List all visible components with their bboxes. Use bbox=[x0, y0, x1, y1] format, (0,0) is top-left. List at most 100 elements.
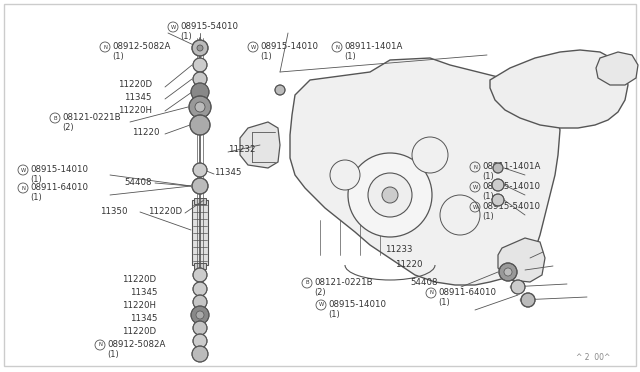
Text: 11220: 11220 bbox=[132, 128, 159, 137]
Circle shape bbox=[521, 293, 535, 307]
Polygon shape bbox=[290, 58, 560, 285]
Text: (1): (1) bbox=[30, 193, 42, 202]
Circle shape bbox=[190, 115, 210, 135]
Text: B: B bbox=[305, 280, 309, 285]
Text: 11345: 11345 bbox=[130, 288, 157, 297]
Text: 08911-1401A: 08911-1401A bbox=[482, 162, 540, 171]
Text: 08912-5082A: 08912-5082A bbox=[112, 42, 170, 51]
Text: (1): (1) bbox=[107, 350, 119, 359]
Text: 11220D: 11220D bbox=[148, 207, 182, 216]
Circle shape bbox=[193, 295, 207, 309]
Circle shape bbox=[348, 153, 432, 237]
Text: 08121-0221B: 08121-0221B bbox=[62, 113, 120, 122]
Polygon shape bbox=[596, 52, 638, 85]
Text: (1): (1) bbox=[438, 298, 450, 307]
Text: (2): (2) bbox=[314, 288, 326, 297]
Text: N: N bbox=[473, 164, 477, 170]
Text: N: N bbox=[429, 291, 433, 295]
Bar bbox=[192, 200, 208, 265]
Circle shape bbox=[492, 194, 504, 206]
Text: W: W bbox=[318, 302, 324, 308]
Circle shape bbox=[275, 85, 285, 95]
Circle shape bbox=[191, 306, 209, 324]
Circle shape bbox=[193, 163, 207, 177]
Polygon shape bbox=[240, 122, 280, 168]
Circle shape bbox=[499, 263, 517, 281]
Polygon shape bbox=[490, 50, 628, 128]
Circle shape bbox=[192, 178, 208, 194]
Text: 11220H: 11220H bbox=[122, 301, 156, 310]
Text: W: W bbox=[250, 45, 255, 49]
Text: 08912-5082A: 08912-5082A bbox=[107, 340, 165, 349]
Text: 08915-54010: 08915-54010 bbox=[482, 202, 540, 211]
Circle shape bbox=[493, 163, 503, 173]
Text: (1): (1) bbox=[344, 52, 356, 61]
Text: 11232: 11232 bbox=[228, 145, 255, 154]
Text: 54408: 54408 bbox=[124, 178, 152, 187]
Text: 08915-14010: 08915-14010 bbox=[260, 42, 318, 51]
Text: (1): (1) bbox=[482, 212, 493, 221]
Circle shape bbox=[193, 72, 207, 86]
Text: 11220D: 11220D bbox=[122, 327, 156, 336]
Text: (1): (1) bbox=[482, 172, 493, 181]
Text: B: B bbox=[53, 115, 57, 121]
Circle shape bbox=[193, 58, 207, 72]
Bar bbox=[194, 263, 206, 269]
Text: 54408: 54408 bbox=[410, 278, 438, 287]
Text: (1): (1) bbox=[482, 192, 493, 201]
Text: (2): (2) bbox=[62, 123, 74, 132]
Circle shape bbox=[195, 102, 205, 112]
Text: N: N bbox=[98, 343, 102, 347]
Circle shape bbox=[368, 173, 412, 217]
Text: 11345: 11345 bbox=[214, 168, 241, 177]
Text: W: W bbox=[472, 185, 477, 189]
Polygon shape bbox=[498, 238, 545, 282]
Text: 08915-14010: 08915-14010 bbox=[482, 182, 540, 191]
Circle shape bbox=[189, 96, 211, 118]
Text: 08915-14010: 08915-14010 bbox=[30, 165, 88, 174]
Circle shape bbox=[193, 282, 207, 296]
Text: (1): (1) bbox=[180, 32, 192, 41]
Text: 08911-1401A: 08911-1401A bbox=[344, 42, 403, 51]
Text: 11220: 11220 bbox=[395, 260, 422, 269]
Text: (1): (1) bbox=[30, 175, 42, 184]
Circle shape bbox=[193, 334, 207, 348]
Text: N: N bbox=[103, 45, 107, 49]
Text: N: N bbox=[21, 186, 25, 190]
Bar bbox=[194, 198, 206, 204]
Text: 11350: 11350 bbox=[100, 207, 127, 216]
Circle shape bbox=[197, 45, 203, 51]
Text: W: W bbox=[472, 205, 477, 209]
Text: (1): (1) bbox=[112, 52, 124, 61]
Circle shape bbox=[193, 321, 207, 335]
Text: 08915-14010: 08915-14010 bbox=[328, 300, 386, 309]
Text: 08911-64010: 08911-64010 bbox=[438, 288, 496, 297]
Circle shape bbox=[382, 187, 398, 203]
Text: (1): (1) bbox=[260, 52, 272, 61]
Circle shape bbox=[412, 137, 448, 173]
Text: 11220D: 11220D bbox=[118, 80, 152, 89]
Circle shape bbox=[440, 195, 480, 235]
Circle shape bbox=[196, 311, 204, 319]
Text: 08121-0221B: 08121-0221B bbox=[314, 278, 372, 287]
Text: 11345: 11345 bbox=[124, 93, 152, 102]
Text: 11345: 11345 bbox=[130, 314, 157, 323]
Circle shape bbox=[193, 268, 207, 282]
Circle shape bbox=[192, 346, 208, 362]
Circle shape bbox=[511, 280, 525, 294]
Text: 11220D: 11220D bbox=[122, 275, 156, 284]
Circle shape bbox=[192, 40, 208, 56]
Text: N: N bbox=[335, 45, 339, 49]
Circle shape bbox=[504, 268, 512, 276]
Text: 08915-54010: 08915-54010 bbox=[180, 22, 238, 31]
Text: 11233: 11233 bbox=[385, 245, 413, 254]
Circle shape bbox=[191, 83, 209, 101]
Text: 11220H: 11220H bbox=[118, 106, 152, 115]
Text: W: W bbox=[170, 25, 175, 29]
Circle shape bbox=[492, 179, 504, 191]
Text: 08911-64010: 08911-64010 bbox=[30, 183, 88, 192]
Text: ^ 2  00^: ^ 2 00^ bbox=[575, 353, 610, 362]
Text: W: W bbox=[20, 167, 26, 173]
Text: (1): (1) bbox=[328, 310, 340, 319]
Circle shape bbox=[330, 160, 360, 190]
